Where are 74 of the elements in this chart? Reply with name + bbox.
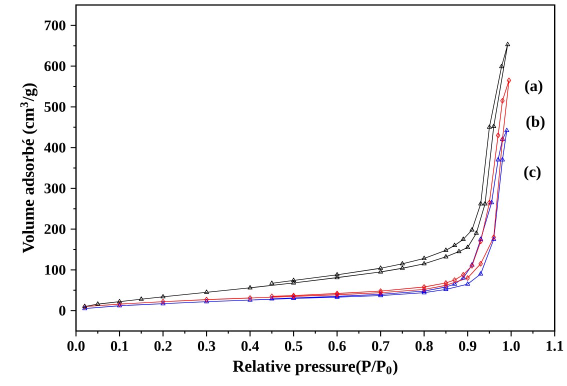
point: [474, 230, 479, 235]
point: [443, 286, 448, 291]
point: [400, 261, 405, 266]
point: [138, 296, 144, 301]
point: [444, 280, 448, 286]
point: [482, 201, 488, 206]
y-tick-label: 500: [44, 102, 66, 112]
point: [461, 272, 466, 278]
y-tick-label: 300: [44, 183, 66, 194]
x-tick-label: 1.0: [503, 341, 520, 352]
point: [478, 271, 484, 276]
point: [465, 281, 470, 286]
point: [422, 261, 427, 266]
point: [500, 157, 505, 162]
point: [204, 290, 209, 294]
point: [452, 277, 457, 283]
point: [505, 42, 510, 46]
point: [504, 128, 510, 132]
point: [496, 157, 501, 162]
x-tick-label: 0.2: [154, 341, 172, 352]
point: [486, 124, 492, 129]
x-tick-label: 1.1: [546, 341, 564, 351]
x-tick-label: 0.9: [459, 341, 476, 352]
point: [248, 285, 252, 290]
point: [456, 248, 462, 254]
x-axis-title: Relative pressure(P/P$_{0}$): [232, 360, 398, 376]
point: [291, 280, 296, 284]
point: [422, 256, 427, 260]
point: [117, 298, 122, 304]
y-tick-label: 0: [59, 306, 66, 316]
y-axis-title: Volume adsorbé (cm$^{3}$/g): [20, 83, 38, 254]
point: [443, 254, 448, 258]
y-tick-label: 600: [44, 61, 66, 72]
point: [160, 294, 166, 298]
x-tick-label: 0.3: [198, 341, 216, 352]
x-tick-label: 0.0: [67, 341, 85, 352]
series-label: (c): [524, 166, 541, 180]
point: [466, 275, 470, 281]
point: [478, 261, 483, 266]
point: [491, 124, 496, 128]
point: [334, 272, 340, 276]
point: [465, 244, 470, 249]
point: [378, 269, 384, 274]
series-label: (a): [525, 80, 542, 94]
x-tick-label: 0.7: [372, 341, 390, 352]
point: [496, 132, 500, 138]
y-tick-label: 100: [45, 264, 66, 275]
point: [478, 238, 483, 244]
x-tick-label: 0.5: [284, 341, 302, 352]
point: [452, 281, 457, 286]
point: [422, 284, 426, 290]
y-tick-label: 400: [44, 142, 66, 153]
point: [506, 78, 512, 84]
point: [400, 266, 405, 270]
point: [378, 266, 384, 270]
x-tick-label: 0.4: [241, 341, 259, 352]
x-tick-label: 0.6: [328, 341, 346, 352]
point: [500, 98, 505, 104]
y-tick-label: 700: [44, 20, 66, 30]
point: [291, 278, 296, 282]
point: [334, 274, 340, 280]
point: [470, 227, 474, 232]
point: [478, 236, 484, 241]
point: [452, 242, 457, 247]
point: [478, 201, 484, 206]
series-label: (b): [526, 116, 545, 130]
y-tick-label: 200: [44, 224, 66, 234]
point: [443, 248, 448, 252]
point: [95, 301, 100, 306]
x-tick-label: 0.8: [416, 341, 433, 352]
point: [460, 236, 466, 241]
point: [460, 275, 466, 280]
x-tick-label: 0.1: [110, 341, 128, 352]
point: [499, 64, 504, 68]
